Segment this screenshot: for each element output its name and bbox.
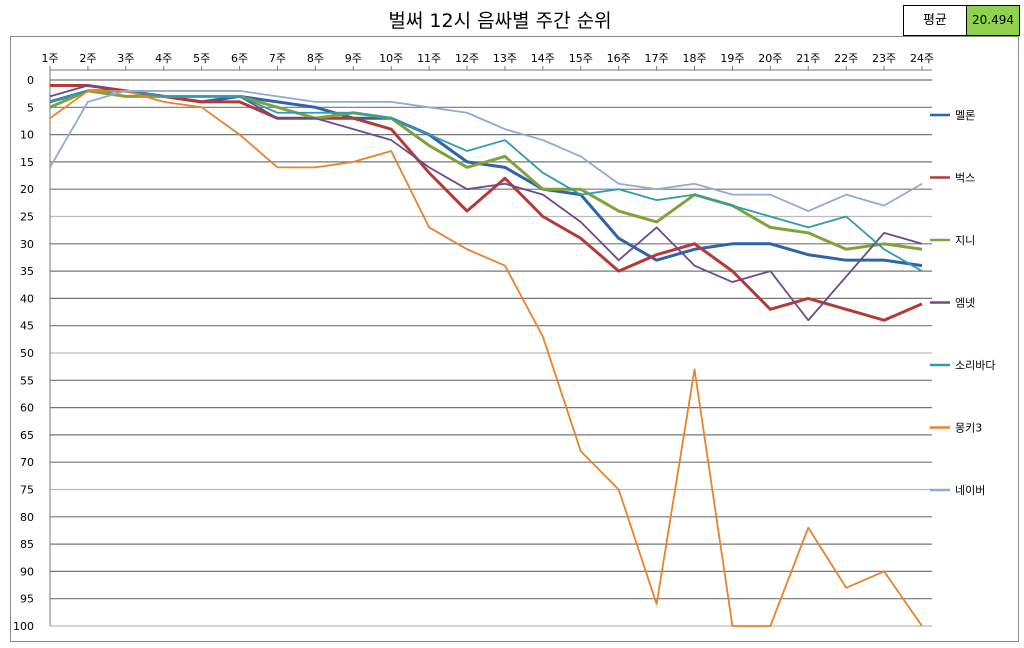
y-tick-label: 100 xyxy=(13,620,34,633)
x-tick-label: 17주 xyxy=(645,52,669,65)
y-tick-label: 45 xyxy=(20,320,34,333)
y-tick-label: 5 xyxy=(27,101,34,114)
x-tick-label: 10주 xyxy=(379,52,403,65)
y-tick-label: 90 xyxy=(20,565,34,578)
y-tick-label: 55 xyxy=(20,374,34,387)
x-tick-label: 16주 xyxy=(607,52,631,65)
y-tick-label: 80 xyxy=(20,511,34,524)
x-tick-label: 23주 xyxy=(872,52,896,65)
x-tick-label: 24주 xyxy=(910,52,934,65)
x-tick-label: 8주 xyxy=(307,52,324,65)
legend-label: 엠넷 xyxy=(955,297,975,310)
series-line-2 xyxy=(49,89,923,251)
x-tick-label: 13주 xyxy=(493,52,517,65)
x-tick-label: 2주 xyxy=(79,52,96,65)
x-tick-label: 5주 xyxy=(193,52,210,65)
y-tick-label: 85 xyxy=(20,538,34,551)
y-tick-label: 20 xyxy=(20,183,34,196)
series-line-1 xyxy=(50,83,923,322)
series-line-5 xyxy=(49,90,923,627)
legend-label: 네이버 xyxy=(955,484,985,497)
y-tick-label: 0 xyxy=(27,74,34,87)
series-line-0 xyxy=(49,89,923,268)
x-tick-label: 18주 xyxy=(682,52,706,65)
y-tick-label: 15 xyxy=(20,156,34,169)
y-tick-label: 30 xyxy=(20,238,34,251)
y-tick-label: 65 xyxy=(20,429,34,442)
legend-label: 소리바다 xyxy=(955,359,995,372)
average-label: 평균 xyxy=(904,6,967,35)
x-tick-label: 11주 xyxy=(417,52,441,65)
y-tick-label: 75 xyxy=(20,484,34,497)
x-tick-label: 12주 xyxy=(455,52,479,65)
legend-label: 몽키3 xyxy=(955,422,982,435)
y-tick-label: 50 xyxy=(20,347,34,360)
x-tick-label: 4주 xyxy=(155,52,172,65)
legend-label: 벅스 xyxy=(955,172,975,185)
legend-label: 지니 xyxy=(955,234,975,247)
average-value: 20.494 xyxy=(967,6,1019,35)
x-tick-label: 15주 xyxy=(569,52,593,65)
series-line-4 xyxy=(49,90,923,272)
x-tick-label: 3주 xyxy=(117,52,134,65)
x-tick-label: 21주 xyxy=(796,52,820,65)
x-tick-label: 9주 xyxy=(345,52,362,65)
y-tick-label: 40 xyxy=(20,292,34,305)
y-tick-label: 70 xyxy=(20,456,34,469)
x-tick-label: 6주 xyxy=(231,52,248,65)
x-tick-label: 22주 xyxy=(834,52,858,65)
y-tick-label: 95 xyxy=(20,593,34,606)
x-tick-label: 20주 xyxy=(758,52,782,65)
x-tick-label: 7주 xyxy=(269,52,286,65)
chart-frame xyxy=(10,36,1019,642)
y-tick-label: 25 xyxy=(20,211,34,224)
average-box: 평균 20.494 xyxy=(903,5,1020,36)
x-tick-label: 14주 xyxy=(531,52,555,65)
y-tick-label: 10 xyxy=(20,129,34,142)
series-line-6 xyxy=(49,90,923,212)
legend-label: 멜론 xyxy=(955,109,975,122)
y-tick-label: 60 xyxy=(20,402,34,415)
y-tick-label: 35 xyxy=(20,265,34,278)
x-tick-label: 19주 xyxy=(720,52,744,65)
x-tick-label: 1주 xyxy=(41,52,58,65)
chart-title: 벌써 12시 음싸별 주간 순위 xyxy=(388,10,612,32)
